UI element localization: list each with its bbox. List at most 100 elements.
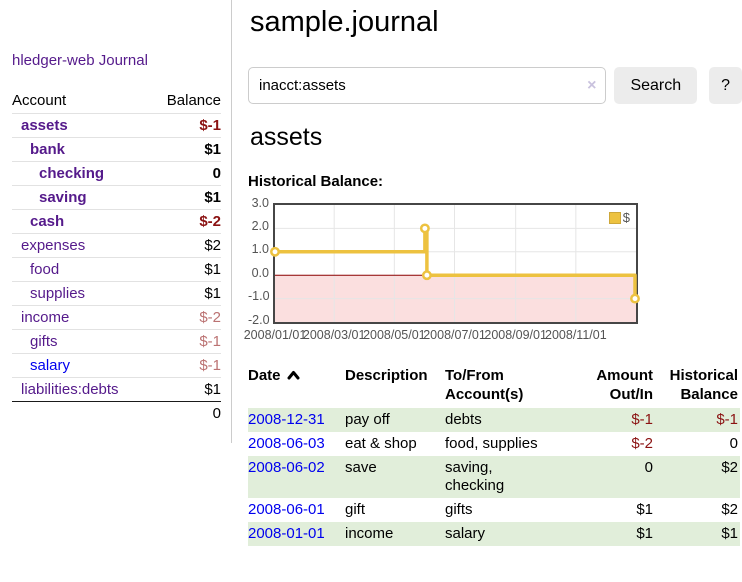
sidebar-account-link-cash[interactable]: cash <box>30 213 65 230</box>
column-header-accounts[interactable]: To/From Account(s) <box>445 367 524 403</box>
sidebar-item-journal[interactable]: Journal <box>98 52 148 69</box>
sidebar-account-row: food $1 <box>12 257 221 281</box>
sidebar-account-row: liabilities:debts $1 <box>12 377 221 401</box>
transaction-row: 2008-06-02 save saving, checking 0 $2 <box>248 456 740 498</box>
transaction-row: 2008-12-31 pay off debts $-1 $-1 <box>248 408 740 432</box>
transaction-date-link[interactable]: 2008-06-01 <box>248 501 325 518</box>
chart-canvas <box>270 205 640 322</box>
accounts-total-value: 0 <box>212 405 221 422</box>
sidebar-account-link-income[interactable]: income <box>21 309 70 326</box>
help-button[interactable]: ? <box>709 67 742 104</box>
sidebar-account-row: income $-2 <box>12 305 221 329</box>
transaction-balance: $-1 <box>716 411 738 428</box>
chart-plot-area: $ <box>270 203 640 324</box>
column-header-balance[interactable]: Historical Balance <box>669 367 738 403</box>
account-balance: $-1 <box>199 333 221 350</box>
account-balance: $1 <box>204 381 221 398</box>
x-axis-tick-label: 2008/09/01 <box>484 328 547 342</box>
y-axis-tick-label: 2.0 <box>251 218 269 233</box>
account-balance: $1 <box>204 285 221 302</box>
transaction-date-link[interactable]: 2008-06-03 <box>248 435 325 452</box>
chart-title: Historical Balance: <box>248 173 384 190</box>
sidebar-account-row: salary $-1 <box>12 353 221 377</box>
sidebar-account-link-salary[interactable]: salary <box>30 357 71 374</box>
sidebar-account-link-expenses[interactable]: expenses <box>21 237 86 254</box>
account-balance: $2 <box>204 237 221 254</box>
transaction-accounts: food, supplies <box>445 435 538 452</box>
transaction-accounts: saving, checking <box>445 459 505 494</box>
sidebar-account-row: expenses $2 <box>12 233 221 257</box>
sidebar-account-link-saving[interactable]: saving <box>39 189 87 206</box>
sidebar-account-row: saving $1 <box>12 185 221 209</box>
search-input[interactable] <box>248 67 607 104</box>
transactions-table: Date Description To/From Account(s) Amou… <box>248 364 740 546</box>
x-axis-tick-label: 2008/01/01 <box>243 328 307 342</box>
y-axis-tick-label: 3.0 <box>251 195 269 210</box>
search-button[interactable]: Search <box>614 67 698 104</box>
transaction-balance: $1 <box>721 525 738 542</box>
sidebar-account-row: bank $1 <box>12 137 221 161</box>
sidebar-account-link-checking[interactable]: checking <box>39 165 105 182</box>
account-balance: 0 <box>212 165 221 182</box>
y-axis-tick-label: -2.0 <box>248 312 270 327</box>
account-heading: assets <box>250 123 323 151</box>
x-axis-tick-label: 2008/05/01 <box>363 328 426 342</box>
transaction-description: eat & shop <box>345 435 417 452</box>
sidebar-account-row: checking 0 <box>12 161 221 185</box>
column-header-amount[interactable]: Amount Out/In <box>596 367 653 403</box>
sidebar-account-row: cash $-2 <box>12 209 221 233</box>
transaction-accounts: gifts <box>445 501 473 518</box>
transaction-amount: $1 <box>636 525 653 542</box>
account-balance: $-2 <box>199 309 221 326</box>
transaction-description: income <box>345 525 394 542</box>
transaction-description: pay off <box>345 411 390 428</box>
sidebar-account-link-bank[interactable]: bank <box>30 141 66 158</box>
transaction-balance: 0 <box>729 435 738 452</box>
sidebar-account-row: assets $-1 <box>12 113 221 137</box>
sidebar-account-row: supplies $1 <box>12 281 221 305</box>
transaction-balance: $2 <box>721 501 738 518</box>
account-balance: $-1 <box>199 357 221 374</box>
clear-search-icon[interactable]: × <box>587 76 597 94</box>
sidebar-account-link-liabilities:debts[interactable]: liabilities:debts <box>21 381 119 398</box>
y-axis-tick-label: 1.0 <box>251 242 269 257</box>
account-balance: $1 <box>204 141 221 158</box>
transactions-header-row: Date Description To/From Account(s) Amou… <box>248 364 740 408</box>
transaction-balance: $2 <box>721 459 738 476</box>
transaction-row: 2008-06-01 gift gifts $1 $2 <box>248 498 740 522</box>
sidebar-account-link-food[interactable]: food <box>30 261 60 278</box>
account-balance: $-1 <box>199 117 221 134</box>
transaction-accounts: debts <box>445 411 482 428</box>
y-axis-tick-label: 0.0 <box>251 265 269 280</box>
historical-balance-chart: 3.0 2.0 1.0 0.0 -1.0 -2.0 $ 2008/01/01 2008/03… <box>244 195 742 347</box>
search-form: × Search ? <box>248 67 742 104</box>
transaction-row: 2008-01-01 income salary $1 $1 <box>248 522 740 546</box>
y-axis-tick-label: -1.0 <box>248 289 270 304</box>
column-header-description[interactable]: Description <box>345 367 428 384</box>
column-header-date[interactable]: Date <box>248 364 345 408</box>
sidebar-account-link-gifts[interactable]: gifts <box>30 333 58 350</box>
chart-legend: $ <box>606 209 632 226</box>
transaction-amount: $-2 <box>631 435 653 452</box>
transaction-description: gift <box>345 501 366 518</box>
x-axis-tick-label: 2008/03/01 <box>302 328 366 342</box>
transaction-date-link[interactable]: 2008-06-02 <box>248 459 325 476</box>
sidebar-account-row: gifts $-1 <box>12 329 221 353</box>
sidebar-account-link-assets[interactable]: assets <box>21 117 68 134</box>
transaction-date-link[interactable]: 2008-01-01 <box>248 525 325 542</box>
transaction-description: save <box>345 459 377 476</box>
x-axis-tick-label: 2008/11/01 <box>545 328 607 342</box>
transaction-accounts: salary <box>445 525 486 542</box>
accounts-total-row: 0 <box>12 401 221 425</box>
account-balance: $1 <box>204 261 221 278</box>
main-content: sample.journal × Search ? assets Histori… <box>233 0 742 546</box>
date-header-label: Date <box>248 367 281 384</box>
legend-swatch-icon <box>608 211 621 224</box>
sidebar-account-link-supplies[interactable]: supplies <box>30 285 86 302</box>
app-title-link[interactable]: hledger-web <box>12 52 95 69</box>
legend-label: $ <box>622 210 630 225</box>
accounts-header-balance: Balance <box>166 92 221 109</box>
transaction-amount: 0 <box>644 459 653 476</box>
x-axis-tick-label: 2008/07/01 <box>423 328 486 342</box>
transaction-date-link[interactable]: 2008-12-31 <box>248 411 325 428</box>
